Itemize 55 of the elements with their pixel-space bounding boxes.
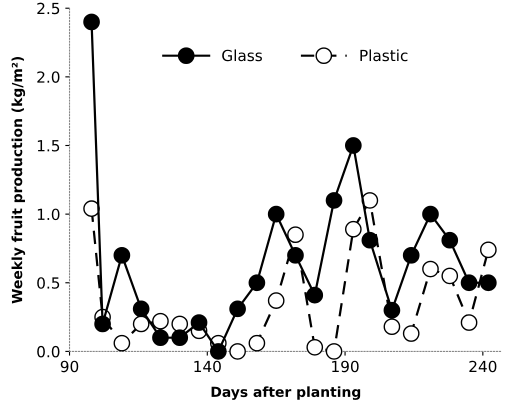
y-tick-label: 0.5 xyxy=(37,277,60,289)
point xyxy=(326,343,342,360)
y-tick-label: 2.5 xyxy=(37,2,60,14)
point xyxy=(210,343,227,360)
point xyxy=(480,274,497,292)
point xyxy=(94,316,111,332)
point xyxy=(114,334,130,352)
point xyxy=(460,274,478,292)
point xyxy=(306,286,324,304)
point xyxy=(171,329,188,346)
point xyxy=(268,292,285,309)
x-tick-label: 90 xyxy=(60,360,78,372)
point xyxy=(287,226,304,244)
point xyxy=(248,274,266,292)
point xyxy=(402,246,420,264)
point xyxy=(152,312,169,330)
x-tick-label: 140 xyxy=(194,360,221,372)
point xyxy=(422,206,439,222)
point xyxy=(402,325,420,342)
x-axis-title: Days after planting xyxy=(212,386,360,400)
point xyxy=(229,300,246,318)
point xyxy=(132,300,150,318)
point xyxy=(268,206,285,222)
point xyxy=(229,343,246,360)
point xyxy=(152,329,169,346)
point xyxy=(345,220,362,238)
point xyxy=(362,232,378,249)
y-tick-label: 1.0 xyxy=(38,208,60,220)
point xyxy=(114,246,130,264)
y-axis-title: Weekly fruit production (kg/m²) xyxy=(12,56,26,304)
point xyxy=(132,316,150,332)
point xyxy=(306,338,324,356)
legend-label: Glass xyxy=(222,49,262,62)
y-tick-label: 1.5 xyxy=(38,140,60,152)
point xyxy=(248,334,266,352)
point xyxy=(362,192,378,209)
point xyxy=(384,302,400,319)
point xyxy=(460,314,478,331)
x-tick-label: 240 xyxy=(469,360,496,372)
point xyxy=(326,192,342,209)
point xyxy=(441,232,458,249)
point xyxy=(190,314,208,331)
point xyxy=(345,137,362,154)
point xyxy=(422,260,439,278)
y-tick-label: 0.0 xyxy=(37,346,60,358)
point xyxy=(83,14,100,30)
legend-label: Plastic xyxy=(360,49,408,62)
point xyxy=(83,200,100,217)
point xyxy=(171,316,188,332)
x-tick-label: 190 xyxy=(332,360,359,372)
point xyxy=(441,268,458,284)
point xyxy=(384,318,400,336)
point xyxy=(480,241,497,258)
y-tick-label: 2.0 xyxy=(37,71,60,83)
point xyxy=(287,246,304,264)
